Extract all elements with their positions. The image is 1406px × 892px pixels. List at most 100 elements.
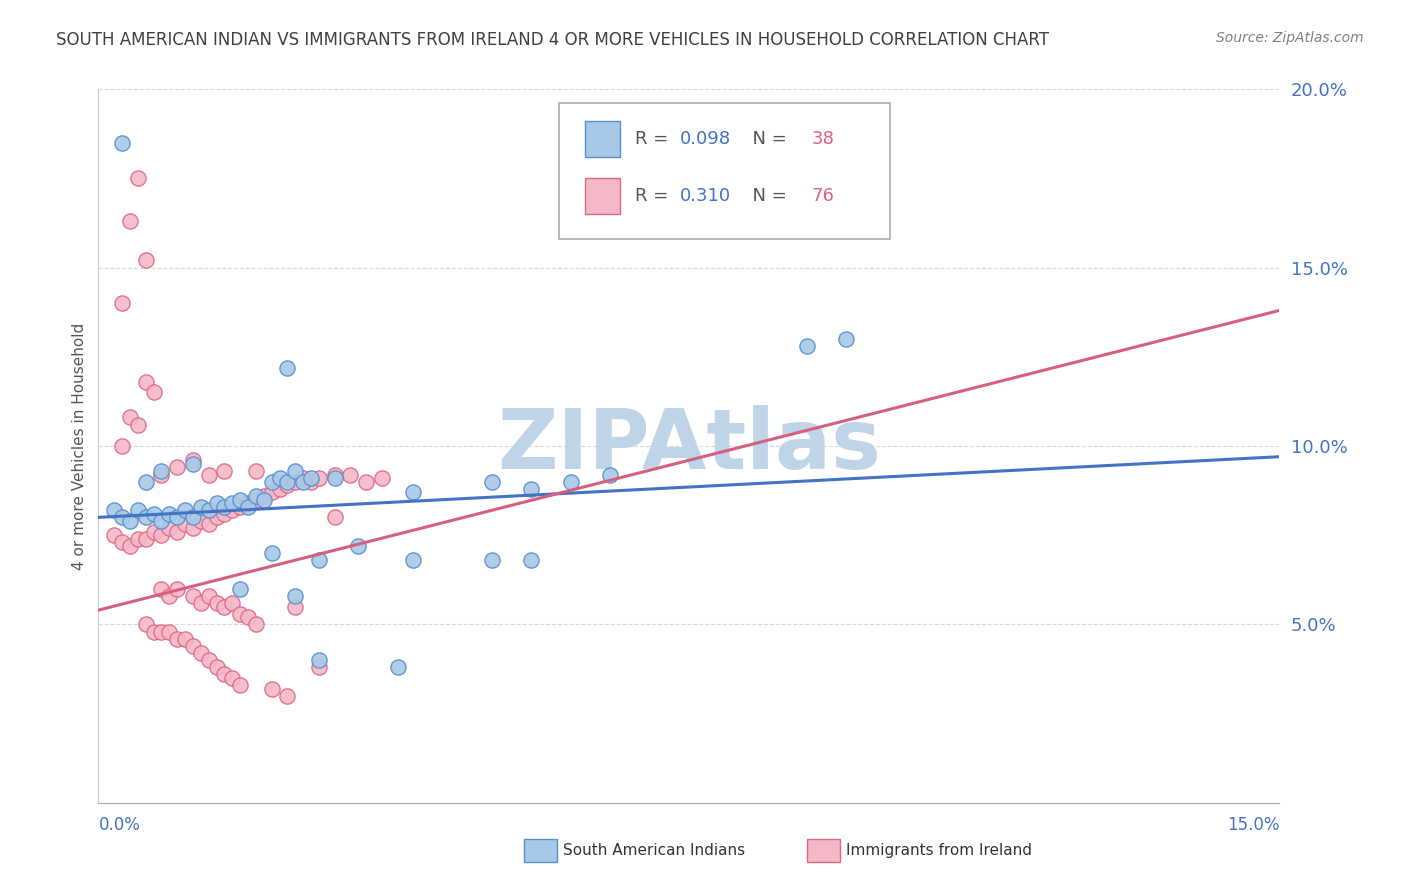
Point [190, 500, 212, 514]
Point [276, 689, 298, 703]
Text: Source: ZipAtlas.com: Source: ZipAtlas.com [1216, 31, 1364, 45]
Text: ZIPAtlas: ZIPAtlas [496, 406, 882, 486]
Point [236, 496, 259, 510]
Point [214, 667, 236, 681]
Point [166, 510, 188, 524]
Point [284, 599, 307, 614]
Point [236, 610, 259, 624]
Point [308, 660, 330, 674]
Text: 0.310: 0.310 [679, 187, 731, 205]
Text: 15.0%: 15.0% [1227, 815, 1279, 834]
Text: N =: N = [741, 187, 793, 205]
Point [253, 489, 276, 503]
Point [260, 485, 283, 500]
Point [299, 471, 322, 485]
Point [197, 589, 219, 603]
Text: SOUTH AMERICAN INDIAN VS IMMIGRANTS FROM IRELAND 4 OR MORE VEHICLES IN HOUSEHOLD: SOUTH AMERICAN INDIAN VS IMMIGRANTS FROM… [56, 31, 1049, 49]
Point [174, 517, 197, 532]
Point [371, 471, 394, 485]
Point [221, 496, 243, 510]
Point [599, 467, 621, 482]
Point [181, 453, 204, 467]
Point [150, 528, 173, 542]
Point [127, 532, 149, 546]
Point [269, 471, 291, 485]
Point [354, 475, 377, 489]
Text: South American Indians: South American Indians [562, 843, 745, 858]
Point [221, 671, 243, 685]
Point [181, 589, 204, 603]
Point [284, 464, 307, 478]
FancyBboxPatch shape [807, 839, 841, 862]
Point [142, 524, 165, 539]
Point [229, 607, 252, 621]
Point [166, 460, 188, 475]
Point [127, 171, 149, 186]
Text: N =: N = [741, 130, 793, 148]
Point [245, 464, 267, 478]
Point [229, 678, 252, 692]
Point [190, 596, 212, 610]
Point [142, 507, 165, 521]
Point [118, 539, 141, 553]
Point [481, 553, 503, 567]
Point [284, 475, 307, 489]
Point [229, 500, 252, 514]
Point [197, 503, 219, 517]
Point [276, 478, 298, 492]
Point [135, 375, 157, 389]
Point [402, 485, 425, 500]
Point [174, 503, 197, 517]
Point [292, 475, 315, 489]
Point [276, 475, 298, 489]
Text: 76: 76 [811, 187, 835, 205]
Point [520, 482, 543, 496]
Point [166, 582, 188, 596]
Point [214, 507, 236, 521]
Point [135, 532, 157, 546]
Point [118, 410, 141, 425]
Point [111, 296, 134, 310]
Point [197, 517, 219, 532]
Point [214, 599, 236, 614]
Point [157, 521, 180, 535]
Point [205, 596, 228, 610]
Point [276, 360, 298, 375]
Text: 0.0%: 0.0% [98, 815, 141, 834]
Point [260, 546, 283, 560]
Point [166, 524, 188, 539]
Point [181, 510, 204, 524]
Point [103, 503, 125, 517]
Point [135, 253, 157, 268]
Point [174, 632, 197, 646]
Point [402, 553, 425, 567]
Point [284, 589, 307, 603]
Y-axis label: 4 or more Vehicles in Household: 4 or more Vehicles in Household [72, 322, 87, 570]
Point [269, 482, 291, 496]
Text: R =: R = [634, 187, 673, 205]
Point [181, 521, 204, 535]
Point [205, 660, 228, 674]
Point [323, 471, 346, 485]
Point [150, 514, 173, 528]
Point [197, 467, 219, 482]
Point [796, 339, 818, 353]
Point [835, 332, 858, 346]
FancyBboxPatch shape [585, 121, 620, 157]
Point [150, 624, 173, 639]
Point [245, 489, 267, 503]
Point [135, 475, 157, 489]
Point [299, 475, 322, 489]
Point [229, 492, 252, 507]
Point [387, 660, 409, 674]
Point [157, 624, 180, 639]
Point [308, 653, 330, 667]
Point [111, 535, 134, 549]
Point [245, 492, 267, 507]
Point [190, 514, 212, 528]
Point [245, 617, 267, 632]
Point [221, 503, 243, 517]
Point [323, 467, 346, 482]
Point [181, 457, 204, 471]
Point [260, 475, 283, 489]
